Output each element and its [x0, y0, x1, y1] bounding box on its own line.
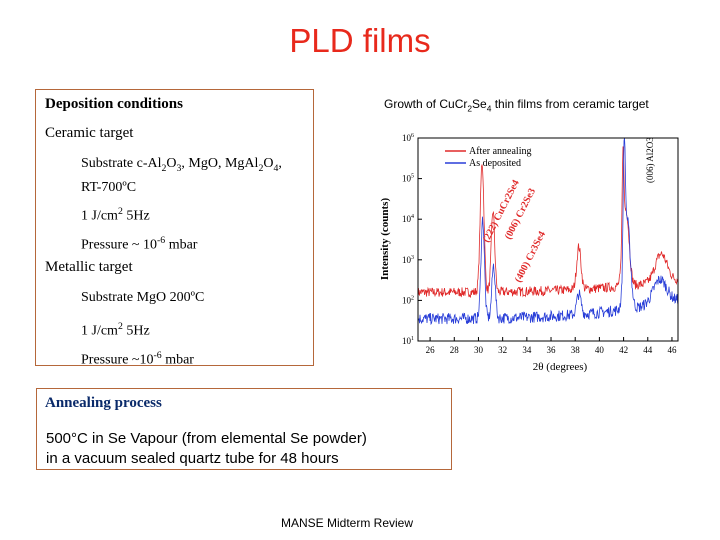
annealing-box: Annealing process 500°C in Se Vapour (fr… — [36, 388, 452, 470]
deposition-heading: Deposition conditions — [45, 96, 183, 112]
x-tick-label: 46 — [667, 345, 677, 355]
peak-label-al2o3: (006) Al2O3 — [645, 137, 655, 183]
ceramic-pressure: Pressure ~ 10-6 mbar — [81, 235, 198, 253]
y-tick-label: 105 — [402, 174, 414, 184]
ceramic-temperature: RT-700ºC — [81, 179, 137, 195]
x-tick-label: 42 — [619, 345, 628, 355]
legend: After annealing As deposited — [445, 146, 531, 169]
y-tick-label: 104 — [402, 214, 414, 224]
metallic-target-heading: Metallic target — [45, 259, 133, 275]
xrd-chart: 26 28 30 32 34 36 38 40 42 44 46 101 102 103 104 105 10… — [379, 133, 679, 373]
y-tick-label: 102 — [402, 295, 414, 305]
legend-label-after: After annealing — [469, 146, 531, 157]
y-tick-label: 103 — [402, 255, 414, 265]
slide-title: PLD films — [289, 22, 431, 59]
y-tick-label: 101 — [402, 336, 414, 346]
metallic-substrate: Substrate MgO 200ºC — [81, 290, 205, 305]
metallic-pressure: Pressure ~10-6 mbar — [81, 350, 194, 368]
series-line-1 — [417, 137, 679, 326]
footer: MANSE Midterm Review — [281, 516, 414, 530]
annealing-text: 500°C in Se Vapour (from elemental Se po… — [46, 430, 367, 467]
y-axis-label: Intensity (counts) — [379, 198, 391, 281]
plot-frame — [417, 137, 679, 342]
x-tick-label: 28 — [450, 345, 460, 355]
x-axis-label: 2θ (degrees) — [533, 361, 588, 373]
chart-title: Growth of CuCr2Se4 thin films from ceram… — [384, 97, 649, 114]
ceramic-fluence: 1 J/cm2 5Hz — [81, 206, 150, 224]
x-tick-label: 36 — [547, 345, 557, 355]
x-tick-label: 38 — [571, 345, 581, 355]
deposition-conditions-box: Deposition conditions Ceramic target Sub… — [35, 89, 314, 368]
x-tick-label: 40 — [595, 345, 605, 355]
peak-label-cr3se4: (400) Cr3Se4 — [513, 230, 548, 285]
metallic-fluence: 1 J/cm2 5Hz — [81, 321, 150, 339]
x-tick-label: 32 — [498, 345, 507, 355]
series-line-0 — [417, 146, 679, 299]
annealing-heading: Annealing process — [45, 395, 162, 411]
ceramic-substrate: Substrate c-Al2O3, MgO, MgAl2O4, RT-700º… — [81, 156, 282, 195]
y-tick-label: 106 — [402, 133, 414, 143]
x-tick-label: 34 — [522, 345, 532, 355]
x-tick-label: 26 — [426, 345, 436, 355]
x-tick-label: 30 — [474, 345, 484, 355]
legend-label-deposited: As deposited — [469, 158, 521, 169]
ceramic-target-heading: Ceramic target — [45, 125, 134, 141]
x-tick-label: 44 — [643, 345, 653, 355]
